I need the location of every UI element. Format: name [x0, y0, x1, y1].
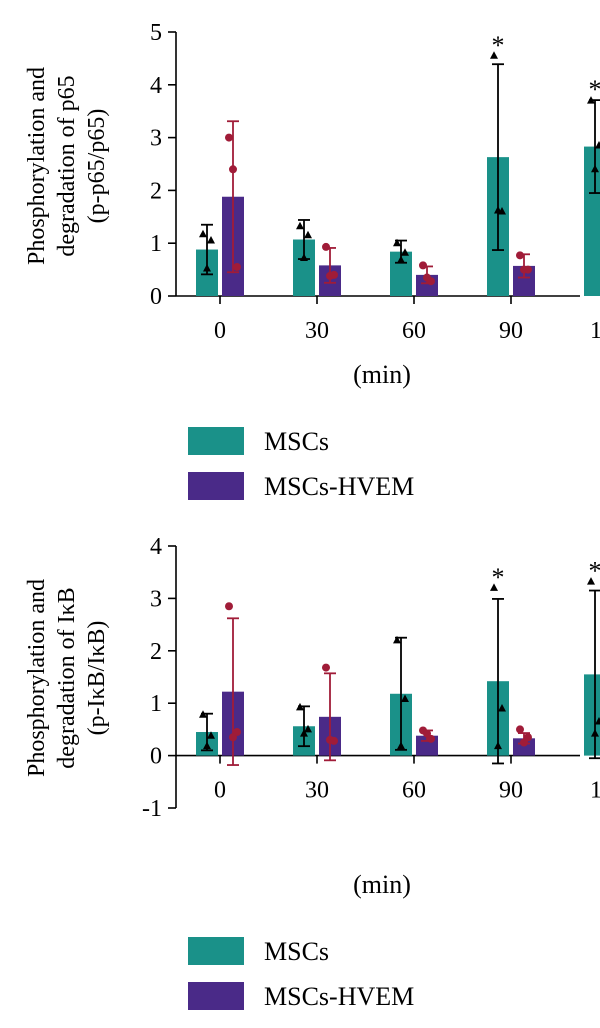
- x-tick-label: 30: [305, 778, 329, 804]
- x-tick-label: 60: [402, 318, 426, 344]
- y-axis-title-line-3: (p-IκB/IκB): [84, 621, 110, 736]
- data-point: [427, 734, 435, 743]
- x-tick-label: 90: [499, 318, 523, 344]
- significance-marker: *: [589, 557, 600, 586]
- data-point: [207, 236, 215, 244]
- y-axis-title-line-2: degradation of IκB: [54, 587, 80, 768]
- data-point: [300, 729, 308, 737]
- y-tick-label: 1: [150, 231, 162, 257]
- y-tick-label: 0: [150, 744, 162, 770]
- y-tick-label: 2: [150, 178, 162, 204]
- data-point: [300, 253, 308, 261]
- x-tick-label: 90: [499, 778, 523, 804]
- legend-swatch-mscs: [188, 937, 244, 965]
- data-point: [419, 261, 427, 270]
- legend: MSCs MSCs-HVEM: [188, 427, 414, 501]
- data-point: [322, 663, 330, 672]
- data-point: [427, 277, 435, 286]
- x-tick-label: 0: [214, 318, 226, 344]
- y-tick-label: 3: [150, 586, 162, 612]
- bar: [584, 146, 600, 296]
- significance-marker: *: [492, 563, 505, 592]
- data-point: [233, 262, 241, 271]
- y-tick-label: 4: [150, 73, 162, 99]
- data-point: [233, 728, 241, 737]
- data-point: [490, 51, 498, 59]
- data-point: [490, 583, 498, 591]
- data-point: [225, 133, 233, 142]
- data-point: [494, 741, 502, 750]
- data-point: [524, 733, 532, 742]
- x-tick-label: 0: [214, 778, 226, 804]
- data-point: [587, 577, 595, 585]
- y-tick-label: 0: [150, 284, 162, 310]
- legend-label-mscs-hvem: MSCs-HVEM: [264, 982, 414, 1011]
- data-point: [199, 229, 207, 238]
- data-point: [304, 724, 312, 733]
- bar: [584, 674, 600, 756]
- data-point: [397, 255, 405, 264]
- x-tick-label: 120: [590, 778, 600, 804]
- y-axis-title-line-1: Phosphorylation and: [24, 67, 50, 265]
- data-point: [595, 717, 600, 725]
- data-point: [498, 703, 506, 712]
- data-point: [393, 238, 401, 247]
- data-point: [225, 602, 233, 611]
- y-axis-title: Phosphorylation and degradation of p65 (…: [24, 67, 110, 265]
- y-tick-label: -1: [142, 796, 162, 822]
- legend-swatch-mscs-hvem: [188, 472, 244, 500]
- data-point: [516, 251, 524, 260]
- legend-swatch-mscs-hvem: [188, 982, 244, 1010]
- x-tick-label: 60: [402, 778, 426, 804]
- legend-label-mscs: MSCs: [264, 937, 329, 966]
- x-axis-title: (min): [353, 360, 411, 389]
- significance-marker: *: [589, 75, 600, 104]
- bar: [513, 265, 535, 296]
- data-point: [595, 141, 600, 149]
- data-point: [587, 96, 595, 104]
- data-point: [296, 702, 304, 711]
- data-point: [203, 741, 211, 750]
- data-point: [498, 207, 506, 215]
- data-point: [393, 635, 401, 644]
- x-tick-label: 30: [305, 318, 329, 344]
- chart-p65: Phosphorylation and degradation of p65 (…: [24, 20, 600, 501]
- y-axis-title-line-2: degradation of p65: [54, 75, 80, 256]
- y-axis-title: Phosphorylation and degradation of IκB (…: [24, 579, 110, 777]
- y-axis-title-line-1: Phosphorylation and: [24, 579, 50, 777]
- data-point: [330, 270, 338, 279]
- x-tick-label: 120: [590, 318, 600, 344]
- data-point: [199, 710, 207, 718]
- data-point: [207, 731, 215, 739]
- bar: [293, 239, 315, 296]
- significance-marker: *: [492, 31, 505, 60]
- data-point: [591, 729, 599, 737]
- data-point: [401, 248, 409, 256]
- data-point: [330, 736, 338, 745]
- legend-label-mscs-hvem: MSCs-HVEM: [264, 472, 414, 501]
- x-axis-title: (min): [353, 870, 411, 899]
- y-tick-label: 2: [150, 639, 162, 665]
- data-point: [401, 694, 409, 703]
- chart-ikb: Phosphorylation and degradation of IκB (…: [24, 534, 600, 1011]
- legend-swatch-mscs: [188, 427, 244, 455]
- y-tick-label: 3: [150, 126, 162, 152]
- data-point: [591, 164, 599, 173]
- data-point: [322, 242, 330, 251]
- legend: MSCs MSCs-HVEM: [188, 937, 414, 1011]
- y-axis-title-line-3: (p-p65/p65): [84, 109, 110, 224]
- legend-label-mscs: MSCs: [264, 427, 329, 456]
- data-point: [304, 230, 312, 239]
- y-tick-label: 5: [150, 20, 162, 46]
- y-tick-label: 4: [150, 534, 162, 560]
- data-point: [229, 165, 237, 174]
- data-point: [397, 741, 405, 750]
- data-point: [524, 265, 532, 274]
- data-point: [516, 725, 524, 734]
- bar: [513, 738, 535, 756]
- data-point: [296, 221, 304, 230]
- data-point: [203, 264, 211, 272]
- y-tick-label: 1: [150, 691, 162, 717]
